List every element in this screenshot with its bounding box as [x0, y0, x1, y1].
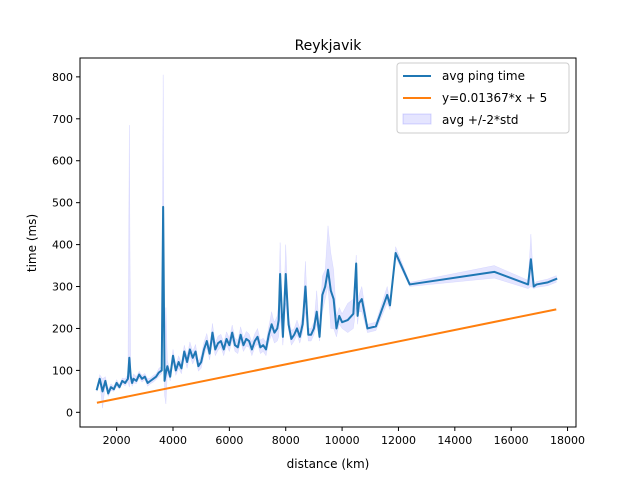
x-tick-label: 10000: [325, 434, 360, 447]
x-tick-label: 14000: [437, 434, 472, 447]
chart-title: Reykjavik: [295, 38, 363, 54]
x-tick-label: 12000: [381, 434, 416, 447]
series-group: [95, 74, 558, 409]
fit-line: [96, 308, 557, 404]
y-tick-label: 600: [52, 155, 73, 168]
axes: 2000 4000 6000 8000 10000 12000 14000 16000 1800…: [52, 57, 585, 447]
std-band: [96, 74, 557, 409]
x-tick-label: 8000: [272, 434, 300, 447]
y-tick-label: 800: [52, 71, 73, 84]
legend-label-fit: y=0.01367*x + 5: [442, 91, 547, 105]
axes-frame: [79, 57, 577, 428]
y-tick-label: 100: [52, 364, 73, 377]
y-axis-label: time (ms): [25, 214, 39, 272]
y-tick-label: 300: [52, 281, 73, 294]
y-tick-label: 400: [52, 239, 73, 252]
y-tick-label: 0: [66, 406, 73, 419]
x-tick-label: 4000: [159, 434, 187, 447]
legend: avg ping time y=0.01367*x + 5 avg +/-2*s…: [396, 62, 570, 134]
x-tick-label: 2000: [103, 434, 131, 447]
x-tick-label: 16000: [494, 434, 529, 447]
legend-swatch-band: [402, 113, 432, 125]
x-tick-label: 18000: [550, 434, 585, 447]
x-axis-label: distance (km): [287, 457, 370, 471]
legend-label-avg: avg ping time: [442, 69, 525, 83]
y-tick-label: 700: [52, 113, 73, 126]
plot-area: [95, 74, 558, 409]
y-tick-label: 500: [52, 197, 73, 210]
x-tick-label: 6000: [215, 434, 243, 447]
legend-label-band: avg +/-2*std: [442, 113, 519, 127]
legend-frame: [396, 62, 570, 134]
y-tick-label: 200: [52, 322, 73, 335]
avg-ping-line: [95, 205, 558, 395]
